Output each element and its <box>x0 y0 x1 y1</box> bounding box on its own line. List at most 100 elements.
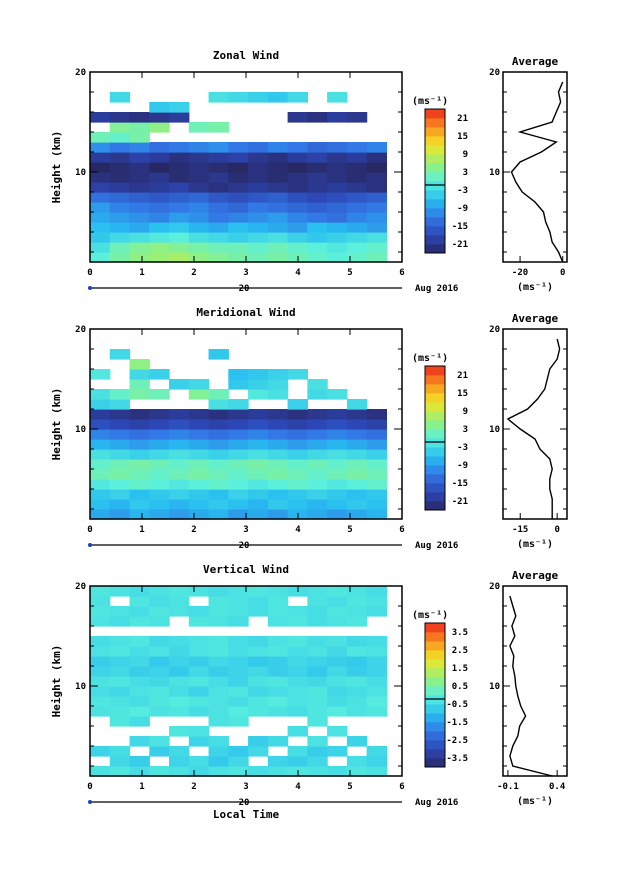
heatmap-cell <box>109 509 131 520</box>
heatmap-cell <box>228 656 249 667</box>
colorbar-segment <box>425 677 445 687</box>
heatmap-cell <box>248 192 269 203</box>
heatmap-cell <box>188 766 210 777</box>
heatmap-cell <box>228 686 249 697</box>
heatmap-cell <box>228 479 249 490</box>
heatmap-cell <box>287 222 308 233</box>
profile-line <box>510 81 564 263</box>
heatmap-cell <box>188 449 210 460</box>
heatmap-cell <box>228 212 249 223</box>
colorbar-segment <box>425 393 445 403</box>
heatmap-cell <box>90 369 111 380</box>
heatmap-cell <box>327 202 348 213</box>
heatmap-cell <box>248 152 269 163</box>
heatmap-cell <box>327 142 348 153</box>
heatmap-cell <box>228 142 249 153</box>
heatmap-cell <box>228 242 249 253</box>
heatmap-cell <box>307 746 328 757</box>
heatmap-cell <box>307 449 328 460</box>
heatmap-cell <box>109 242 131 253</box>
heatmap-cell <box>149 252 170 263</box>
heatmap-cell <box>287 656 308 667</box>
heatmap-cell <box>149 112 170 123</box>
heatmap-cell <box>90 172 111 183</box>
heatmap-cell <box>307 616 328 627</box>
heatmap-cell <box>346 756 368 767</box>
heatmap-cell <box>208 696 229 707</box>
heatmap-cell <box>248 142 269 153</box>
colorbar-segment <box>425 420 445 430</box>
heatmap-cell <box>346 636 368 647</box>
colorbar-segment <box>425 695 445 705</box>
heatmap-cell <box>346 222 368 233</box>
colorbar-segment <box>425 749 445 759</box>
heatmap-cell <box>307 586 328 597</box>
heatmap-cell <box>327 252 348 263</box>
heatmap-cell <box>346 202 368 213</box>
heatmap-cell <box>169 666 190 677</box>
heatmap-cell <box>366 676 387 687</box>
heatmap-cell <box>208 222 229 233</box>
heatmap-cell <box>169 222 190 233</box>
heatmap-cell <box>90 766 111 777</box>
heatmap-cell <box>267 409 289 420</box>
colorbar-segment <box>425 483 445 493</box>
heatmap-cell <box>188 429 210 440</box>
heatmap-cell <box>208 676 229 687</box>
x-tick-label: 5 <box>347 782 352 792</box>
heatmap-cell <box>248 409 269 420</box>
heatmap-cell <box>129 736 150 747</box>
heatmap-cell <box>366 746 387 757</box>
heatmap-cell <box>129 696 150 707</box>
heatmap-cell <box>346 586 368 597</box>
heatmap-cell <box>188 162 210 173</box>
heatmap-cell <box>287 636 308 647</box>
heatmap-cell <box>366 252 387 263</box>
heatmap-cell <box>307 212 328 223</box>
heatmap-cell <box>346 142 368 153</box>
x-tick-label: 2 <box>191 268 196 278</box>
heatmap-cell <box>307 232 328 243</box>
heatmap-cell <box>327 192 348 203</box>
y-tick-label: 10 <box>75 168 86 178</box>
heatmap-cell <box>366 419 387 430</box>
heatmap-cell <box>109 499 131 510</box>
heatmap-cell <box>129 409 150 420</box>
heatmap-cell <box>188 152 210 163</box>
heatmap-cell <box>169 102 190 113</box>
heatmap-cell <box>346 429 368 440</box>
heatmap-cell <box>149 142 170 153</box>
heatmap-cell <box>267 172 289 183</box>
heatmap-cell <box>109 419 131 430</box>
heatmap-cell <box>287 142 308 153</box>
heatmap-cell <box>228 252 249 263</box>
heatmap-cell <box>248 696 269 707</box>
heatmap-cell <box>149 469 170 480</box>
heatmap-cell <box>327 499 348 510</box>
heatmap-cell <box>287 182 308 193</box>
heatmap-cell <box>366 439 387 450</box>
heatmap-cell <box>129 489 150 500</box>
heatmap-cell <box>188 202 210 213</box>
heatmap-cell <box>307 666 328 677</box>
heatmap-cell <box>346 409 368 420</box>
heatmap-cell <box>346 509 368 520</box>
colorbar-tick-label: 15 <box>457 132 468 142</box>
heatmap-cell <box>208 746 229 757</box>
heatmap-cell <box>307 222 328 233</box>
heatmap-cell <box>307 142 328 153</box>
heatmap-cell <box>90 676 111 687</box>
heatmap-cell <box>149 242 170 253</box>
colorbar-tick-label: -2.5 <box>446 736 468 746</box>
heatmap-cell <box>129 419 150 430</box>
heatmap-cell <box>129 222 150 233</box>
heatmap-cell <box>169 606 190 617</box>
date-month: Aug 2016 <box>415 541 458 551</box>
heatmap-cell <box>129 439 150 450</box>
heatmap-cell <box>188 439 210 450</box>
heatmap-cell <box>267 479 289 490</box>
colorbar-segment <box>425 172 445 182</box>
colorbar-tick-label: 9 <box>463 407 468 417</box>
profile-x-label: (ms⁻¹) <box>517 282 553 293</box>
heatmap-cell <box>307 389 328 400</box>
